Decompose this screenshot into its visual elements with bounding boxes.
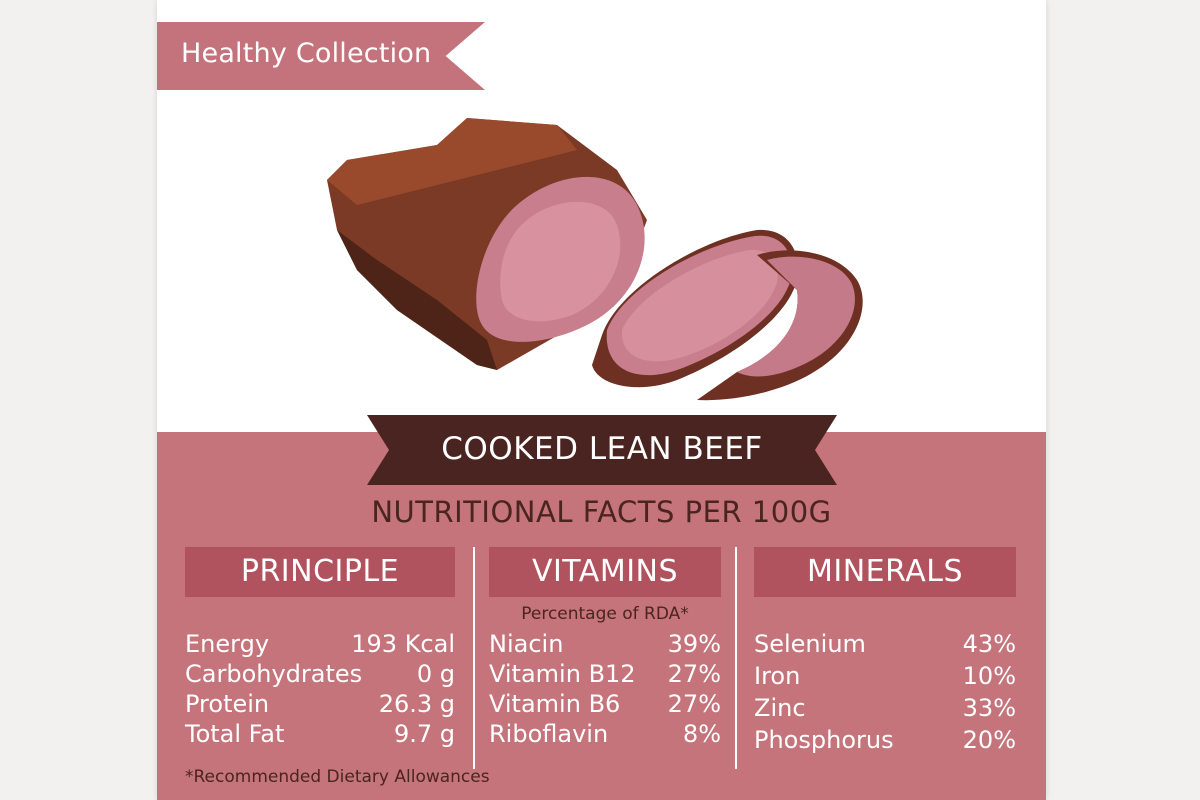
rda-note: Percentage of RDA* [521,604,689,624]
principle-row: Total Fat 9.7 g [185,720,455,750]
title-banner-shape [367,415,837,485]
nutrient-value: 33% [962,694,1016,722]
nutrient-label: Iron [754,662,801,690]
nutrient-value: 10% [962,662,1016,690]
mineral-row: Phosphorus 20% [754,726,1016,756]
nutrient-label: Phosphorus [754,726,894,754]
minerals-heading: MINERALS [754,547,1016,597]
infographic-card: Healthy Collection COOKED LEAN BEEF NUTR… [157,0,1046,800]
vitamin-row: Riboflavin 8% [489,720,721,750]
nutrient-label: Carbohydrates [185,660,363,688]
title-banner: COOKED LEAN BEEF [367,415,837,485]
nutrition-panel [157,432,1046,800]
nutrient-label: Vitamin B12 [489,660,636,688]
mineral-row: Selenium 43% [754,630,1016,660]
vitamin-row: Niacin 39% [489,630,721,660]
principle-row: Protein 26.3 g [185,690,455,720]
vitamin-row: Vitamin B12 27% [489,660,721,690]
nutrient-label: Niacin [489,630,564,658]
nutrient-value: 193 Kcal [351,630,455,658]
principle-row: Energy 193 Kcal [185,630,455,660]
column-divider [473,547,475,769]
nutrient-value: 27% [667,690,721,718]
nutrient-value: 26.3 g [378,690,455,718]
product-title: COOKED LEAN BEEF [441,431,763,467]
column-divider [735,547,737,769]
nutrient-label: Energy [185,630,270,658]
nutrient-label: Riboflavin [489,720,609,748]
nutrient-label: Protein [185,690,270,718]
vitamin-row: Vitamin B6 27% [489,690,721,720]
nutrient-value: 43% [962,630,1016,658]
ribbon-label: Healthy Collection [181,38,432,69]
mineral-row: Zinc 33% [754,694,1016,724]
nutrient-value: 0 g [416,660,455,688]
healthy-collection-ribbon: Healthy Collection [157,22,485,90]
nutrient-label: Vitamin B6 [489,690,621,718]
mineral-row: Iron 10% [754,662,1016,692]
vitamins-heading: VITAMINS [489,547,721,597]
nutrient-value: 39% [667,630,721,658]
principle-row: Carbohydrates 0 g [185,660,455,690]
footnote: *Recommended Dietary Allowances [185,767,490,787]
nutrient-value: 20% [962,726,1016,754]
cooked-beef-illustration-icon [327,118,863,401]
nutrient-value: 9.7 g [393,720,455,748]
nutrient-label: Zinc [754,694,806,722]
nutrition-subtitle: NUTRITIONAL FACTS PER 100G [371,495,832,529]
nutrient-value: 8% [682,720,721,748]
nutrient-label: Selenium [754,630,866,658]
principle-heading: PRINCIPLE [185,547,455,597]
nutrient-value: 27% [667,660,721,688]
nutrient-label: Total Fat [185,720,285,748]
